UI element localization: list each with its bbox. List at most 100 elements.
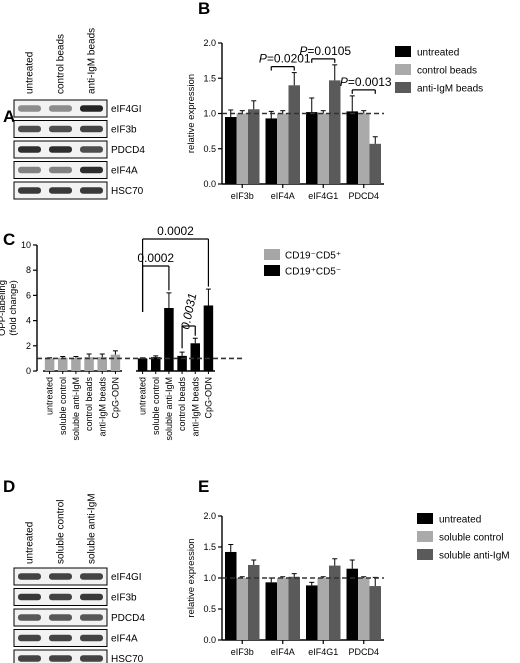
- panel-c-y-tick-label: 0: [26, 366, 31, 376]
- panel-c-x-tick-label: CpG-ODN: [203, 377, 213, 419]
- panel-c-bar: [84, 357, 94, 371]
- panel-b-legend-swatch: [395, 46, 411, 57]
- panel-c-legend-label: CD19⁻CD5⁺: [285, 251, 341, 262]
- panel-d-band-label: PDCD4: [111, 613, 145, 624]
- panel-a-band-label: PDCD4: [111, 145, 145, 156]
- panel-a-band: [49, 105, 72, 112]
- panel-e-y-tick-label: 0.0: [203, 635, 216, 645]
- panel-c-legend-swatch: [264, 249, 280, 260]
- panel-d-band-label: eIF3b: [111, 593, 137, 604]
- panel-d-band: [80, 593, 103, 601]
- panel-c-y-tick-label: 2: [26, 341, 31, 351]
- panel-c-bar: [190, 343, 200, 371]
- panel-e-x-tick-label: eIF3b: [231, 647, 254, 657]
- panel-b-bar: [248, 109, 260, 184]
- panel-a-band-label: eIF4GI: [111, 104, 142, 115]
- panel-d-band: [18, 614, 41, 621]
- panel-b-bar: [277, 113, 289, 184]
- panel-e-bar: [236, 578, 248, 640]
- panel-e-legend-label: untreated: [439, 515, 481, 526]
- panel-e-bar: [317, 578, 329, 640]
- panel-c-bar: [203, 305, 214, 371]
- panel-a-lane-label: anti-IgM beads: [87, 28, 98, 94]
- panel-c-p-value: 0.0031: [178, 292, 199, 331]
- panel-b-bar: [358, 113, 370, 184]
- panel-d-band: [49, 655, 72, 662]
- panel-e-y-tick-label: 0.5: [203, 604, 216, 614]
- panel-c-bar: [97, 357, 107, 371]
- panel-b-bar: [236, 113, 248, 184]
- panel-a-band: [18, 166, 41, 174]
- panel-e-legend-label: soluble anti-IgM: [439, 551, 510, 562]
- panel-b-p-value: P=0.0201: [259, 52, 311, 66]
- panel-c-bar: [71, 357, 81, 371]
- panel-d-band: [80, 573, 103, 580]
- panel-c-p-value: 0.0002: [157, 224, 194, 238]
- panel-b-x-tick-label: eIF4A: [271, 191, 295, 201]
- panel-b-bar: [288, 85, 300, 184]
- panel-a-band: [18, 187, 41, 194]
- panel-b-x-tick-label: eIF3b: [231, 191, 254, 201]
- panel-c-x-tick-label: control beads: [84, 377, 94, 432]
- panel-e-legend-swatch: [417, 531, 433, 542]
- panel-c-x-tick-label: soluble control: [151, 377, 161, 435]
- panel-b-letter: B: [198, 0, 210, 18]
- panel-c-legend-swatch: [264, 265, 280, 276]
- panel-b-bar: [317, 113, 329, 184]
- panel-e-y-tick-label: 1.5: [203, 542, 216, 552]
- panel-d-band-label: eIF4A: [111, 634, 138, 645]
- panel-e-y-tick-label: 1.0: [203, 573, 216, 583]
- panel-c-x-tick-label: anti-IgM beads: [190, 377, 200, 437]
- panel-d-lane-label: soluble control: [56, 500, 67, 564]
- panel-b-legend-swatch: [395, 82, 411, 93]
- panel-d-band: [80, 634, 103, 642]
- panel-c-x-tick-label: CpG-ODN: [110, 377, 120, 419]
- panel-b-x-tick-label: PDCD4: [348, 191, 379, 201]
- panel-c-y-axis-label: OPP-labeling(fold change): [0, 280, 19, 336]
- panel-e-bar: [329, 565, 341, 640]
- panel-d-band: [80, 655, 103, 662]
- panel-c-bar: [164, 308, 174, 371]
- panel-b-legend-label: untreated: [417, 48, 459, 59]
- panel-d-lane-label: untreated: [25, 522, 36, 564]
- panel-e-legend-swatch: [417, 549, 433, 560]
- panel-a-band: [18, 146, 41, 153]
- panel-e-y-axis-label: relative expression: [186, 538, 197, 617]
- panel-d-band: [80, 614, 103, 621]
- panel-d-band: [18, 655, 41, 662]
- panel-e-x-tick-label: eIF4A: [271, 647, 295, 657]
- panel-a-letter: A: [3, 107, 15, 126]
- panel-c-p-value: 0.0002: [137, 251, 174, 265]
- panel-b-p-value: P=0.0013: [340, 75, 392, 89]
- panel-a-band: [49, 125, 72, 133]
- panel-b-y-tick-label: 2.0: [203, 38, 216, 48]
- panel-a-band: [80, 166, 103, 174]
- panel-a-band: [49, 166, 72, 174]
- panel-c-bar: [137, 358, 148, 371]
- panel-e-letter: E: [198, 477, 209, 496]
- panel-c-x-tick-label: soluble control: [58, 377, 68, 435]
- panel-e-bar: [346, 568, 358, 640]
- panel-c-x-tick-label: control beads: [177, 377, 187, 432]
- panel-e-x-tick-label: eIF4G1: [308, 647, 338, 657]
- panel-d-band: [18, 593, 41, 601]
- panel-c-x-tick-label: anti-IgM beads: [97, 377, 107, 437]
- panel-e-y-tick-label: 2.0: [203, 511, 216, 521]
- panel-e-x-tick-label: PDCD4: [348, 647, 379, 657]
- panel-e-legend-label: soluble control: [439, 533, 503, 544]
- panel-e-bar: [358, 578, 370, 640]
- panel-c-x-tick-label: soluble anti-IgM: [71, 377, 81, 441]
- panel-e-legend-swatch: [417, 513, 433, 524]
- panel-b-x-tick-label: eIF4G1: [308, 191, 338, 201]
- panel-b-y-tick-label: 0.5: [203, 144, 216, 154]
- panel-b-y-tick-label: 1.0: [203, 109, 216, 119]
- panel-c-x-tick-label: untreated: [45, 377, 55, 415]
- panel-c-bar: [177, 355, 187, 371]
- panel-b-y-tick-label: 1.5: [203, 73, 216, 83]
- panel-b-legend-label: anti-IgM beads: [417, 84, 483, 95]
- panel-d-lane-label: soluble anti-IgM: [87, 493, 98, 564]
- panel-c-bar: [58, 357, 68, 371]
- panel-b-bar: [369, 143, 381, 184]
- panel-c-y-tick-label: 10: [21, 240, 31, 250]
- panel-a-band: [49, 187, 72, 194]
